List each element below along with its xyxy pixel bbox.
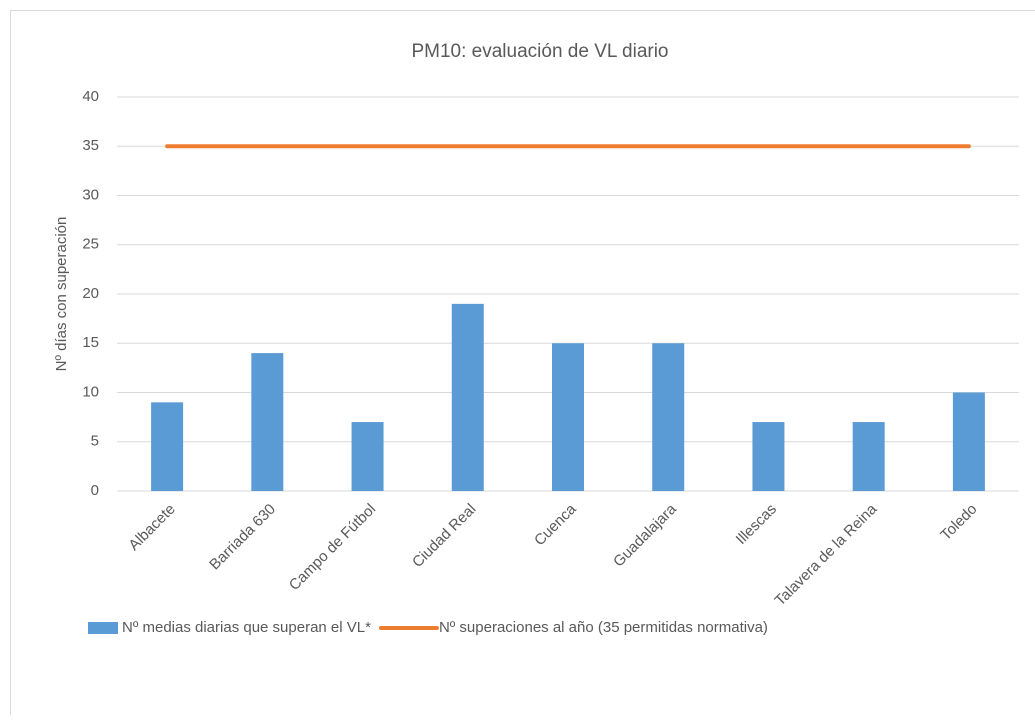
legend-label: Nº medias diarias que superan el VL* xyxy=(122,619,371,636)
y-tick-label: 15 xyxy=(82,334,99,351)
bar xyxy=(151,402,183,491)
y-tick-label: 5 xyxy=(91,433,99,450)
bar xyxy=(352,422,384,491)
y-tick-label: 10 xyxy=(82,383,99,400)
bar xyxy=(251,353,283,491)
chart-border xyxy=(11,11,1035,716)
legend-swatch xyxy=(88,622,118,634)
y-tick-label: 35 xyxy=(82,137,99,154)
bar xyxy=(552,343,584,491)
y-tick-label: 0 xyxy=(91,482,99,499)
bar xyxy=(752,422,784,491)
y-tick-label: 20 xyxy=(82,285,99,302)
y-tick-label: 25 xyxy=(82,236,99,253)
bar xyxy=(652,343,684,491)
y-axis-label: Nº días con superación xyxy=(53,217,70,372)
y-tick-label: 40 xyxy=(82,88,99,105)
bar xyxy=(853,422,885,491)
y-tick-label: 30 xyxy=(82,186,99,203)
legend-label: Nº superaciones al año (35 permitidas no… xyxy=(439,619,768,636)
bar xyxy=(452,304,484,491)
bar xyxy=(953,393,985,492)
chart-title: PM10: evaluación de VL diario xyxy=(411,41,668,62)
